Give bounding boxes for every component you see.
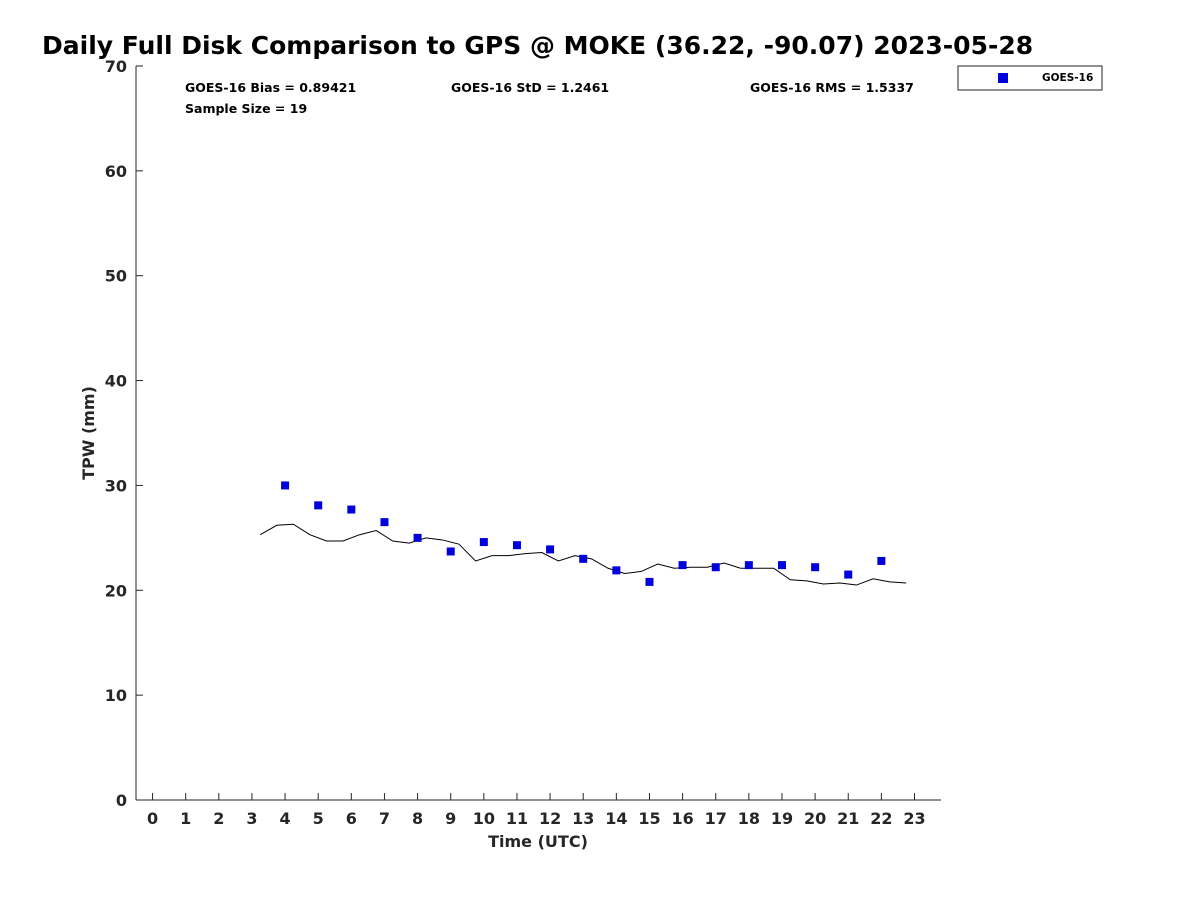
goes-16-point (811, 563, 820, 572)
x-tick-label: 0 (147, 809, 158, 828)
legend-label-goes-16: GOES-16 (1042, 72, 1093, 84)
x-tick-label: 18 (738, 809, 760, 828)
x-tick-label: 23 (903, 809, 925, 828)
goes-16-point (678, 561, 687, 570)
goes-16-point (645, 577, 654, 586)
y-tick-label: 20 (105, 581, 127, 600)
y-ticks: 0 10 20 30 40 50 60 70 (105, 57, 143, 810)
gps-line-series (259, 523, 907, 586)
y-tick-label: 70 (105, 57, 127, 76)
x-ticks: 0 1 2 3 4 5 6 7 8 9 10 11 12 13 14 15 16 17 18 19 20 21 22 23 (147, 793, 926, 828)
goes-16-point (744, 561, 753, 570)
goes-16-series (281, 481, 886, 586)
gps-line (259, 523, 907, 586)
sample-size-stat: Sample Size = 19 (185, 101, 307, 116)
y-tick-label: 40 (105, 372, 127, 391)
goes-16-point (877, 556, 886, 565)
goes-16-point (546, 545, 555, 554)
x-tick-label: 13 (572, 809, 594, 828)
goes-16-point (612, 566, 621, 575)
goes-16-point (844, 570, 853, 579)
x-tick-label: 5 (313, 809, 324, 828)
x-tick-label: 12 (539, 809, 561, 828)
goes-16-point (314, 501, 323, 510)
goes-16-point (479, 538, 488, 547)
x-tick-label: 19 (771, 809, 793, 828)
x-tick-label: 21 (837, 809, 859, 828)
legend: GOES-16 (957, 65, 1103, 91)
x-tick-label: 3 (246, 809, 257, 828)
y-axis-label: TPW (mm) (79, 386, 98, 480)
x-tick-label: 11 (506, 809, 528, 828)
goes-16-point (711, 563, 720, 572)
x-tick-label: 14 (605, 809, 627, 828)
legend-marker-goes-16 (998, 73, 1008, 83)
x-axis-label: Time (UTC) (488, 832, 588, 851)
x-tick-label: 4 (280, 809, 291, 828)
x-tick-label: 15 (638, 809, 660, 828)
bias-stat: GOES-16 Bias = 0.89421 (185, 80, 356, 95)
x-tick-label: 16 (671, 809, 693, 828)
x-tick-label: 10 (473, 809, 495, 828)
y-tick-label: 0 (116, 791, 127, 810)
y-tick-label: 10 (105, 686, 127, 705)
y-tick-label: 50 (105, 267, 127, 286)
goes-16-point (579, 554, 588, 563)
x-tick-label: 2 (213, 809, 224, 828)
goes-16-point (777, 561, 786, 570)
goes-16-point (512, 541, 521, 550)
axes (135, 66, 941, 801)
x-tick-label: 20 (804, 809, 826, 828)
x-tick-label: 1 (180, 809, 191, 828)
goes-16-point (281, 481, 290, 490)
x-tick-label: 6 (346, 809, 357, 828)
legend-box (957, 65, 1103, 91)
chart-title: Daily Full Disk Comparison to GPS @ MOKE… (42, 31, 1033, 60)
goes-16-point (413, 533, 422, 542)
goes-16-point (446, 547, 455, 556)
x-tick-label: 22 (870, 809, 892, 828)
x-tick-label: 8 (412, 809, 423, 828)
x-tick-label: 17 (705, 809, 727, 828)
y-tick-label: 30 (105, 476, 127, 495)
goes-16-point (380, 518, 389, 527)
x-tick-label: 7 (379, 809, 390, 828)
goes-16-point (347, 505, 356, 514)
y-tick-label: 60 (105, 162, 127, 181)
rms-stat: GOES-16 RMS = 1.5337 (750, 80, 914, 95)
x-tick-label: 9 (445, 809, 456, 828)
std-stat: GOES-16 StD = 1.2461 (451, 80, 609, 95)
